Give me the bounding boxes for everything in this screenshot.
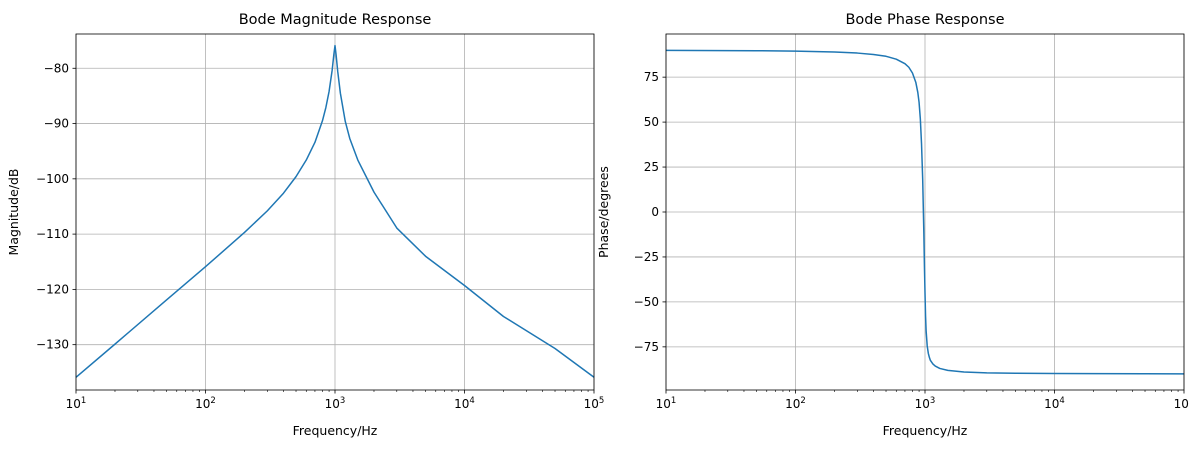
phase-ytick-label: −25 bbox=[634, 250, 659, 264]
mag-xtick-label: 104 bbox=[454, 396, 475, 411]
phase-y-axis-label: Phase/degrees bbox=[596, 166, 611, 258]
mag-xtick-label: 101 bbox=[66, 396, 87, 411]
phase-xtick-label: 103 bbox=[915, 396, 936, 411]
phase-ytick-label: −75 bbox=[634, 340, 659, 354]
phase-x-axis-label: Frequency/Hz bbox=[883, 423, 968, 438]
phase-ytick-label: 25 bbox=[644, 160, 659, 174]
phase-ytick-label: 0 bbox=[651, 205, 659, 219]
phase-xtick-label: 105 bbox=[1174, 396, 1189, 411]
phase-xtick-label: 101 bbox=[656, 396, 677, 411]
mag-ytick-label: −90 bbox=[44, 117, 69, 131]
mag-ytick-label: −100 bbox=[36, 172, 69, 186]
phase-ytick-label: −50 bbox=[634, 295, 659, 309]
mag-series-line bbox=[75, 44, 595, 378]
mag-axes: 101 102 103 104 105 −80 −90 −100 −110 −120 −130 Bod… bbox=[6, 12, 604, 438]
phase-axes: 101 102 103 104 105 75 50 25 0 −25 −50 −75 Bode Phas… bbox=[596, 12, 1189, 438]
phase-xtick-label: 102 bbox=[785, 396, 806, 411]
phase-chart-title: Bode Phase Response bbox=[845, 12, 1004, 28]
mag-x-axis-label: Frequency/Hz bbox=[293, 423, 378, 438]
mag-xtick-label: 102 bbox=[195, 396, 216, 411]
phase-ytick-label: 75 bbox=[644, 70, 659, 84]
phase-xtick-label: 104 bbox=[1044, 396, 1065, 411]
mag-ytick-label: −130 bbox=[36, 338, 69, 352]
mag-y-axis-label: Magnitude/dB bbox=[6, 169, 21, 256]
mag-ytick-label: −110 bbox=[36, 227, 69, 241]
mag-xtick-label: 105 bbox=[584, 396, 605, 411]
phase-series-line bbox=[665, 49, 1185, 375]
mag-ytick-label: −80 bbox=[44, 61, 69, 75]
phase-ytick-label: 50 bbox=[644, 115, 659, 129]
mag-ytick-label: −120 bbox=[36, 282, 69, 296]
mag-xtick-label: 103 bbox=[325, 396, 346, 411]
mag-chart-title: Bode Magnitude Response bbox=[239, 12, 432, 28]
